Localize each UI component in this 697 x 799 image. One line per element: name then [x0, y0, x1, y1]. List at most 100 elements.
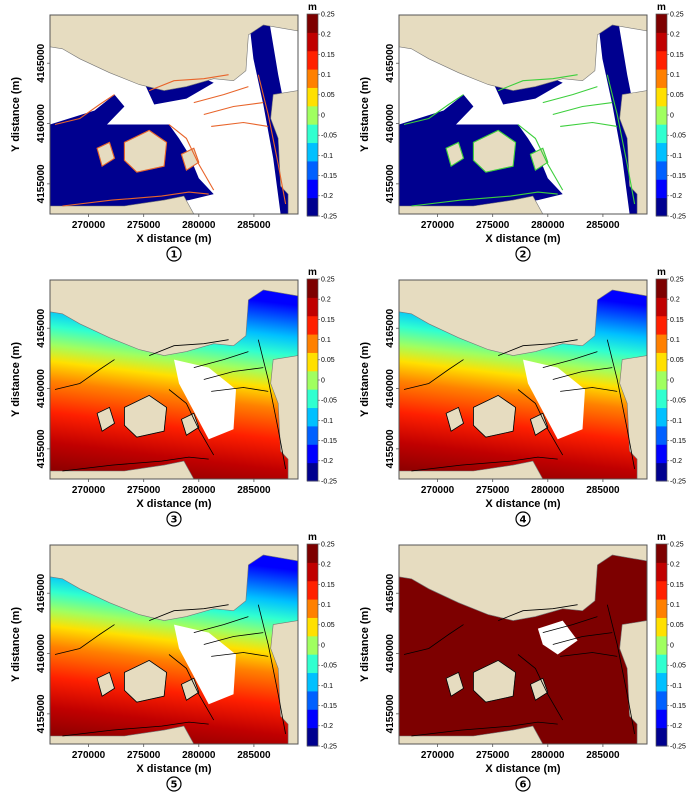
land-north	[399, 280, 647, 356]
land-south	[399, 460, 544, 479]
panel-number-circle	[515, 776, 531, 792]
colorbar-swatch	[307, 727, 318, 747]
map-svg: 270000 275000 280000 285000 4155000 4160000 41…	[10, 532, 337, 792]
plot-frame	[398, 14, 648, 215]
colorbar-swatch	[656, 599, 667, 618]
colorbar-tick-label: 0.25	[670, 11, 684, 18]
colorbar-tick-label: 0.1	[321, 602, 331, 609]
contour-line	[149, 604, 229, 621]
colorbar-swatch	[656, 654, 667, 674]
colorbar-tick-label: 0.25	[321, 276, 335, 283]
y-axis-title: Y distance (m)	[359, 77, 371, 152]
colorbar-swatch	[656, 709, 667, 729]
colorbar-tick-label: -0.05	[321, 133, 337, 140]
y-axis-title: Y distance (m)	[10, 77, 22, 152]
y-tick-label: 4155000	[36, 429, 47, 468]
x-tick-label: 275000	[476, 220, 510, 231]
colorbar-tick-label: -0.25	[670, 478, 686, 485]
colorbar-tick-label: -0.2	[321, 458, 333, 465]
colorbar-swatch	[307, 617, 318, 637]
colorbar-tick-label: 0.05	[670, 622, 684, 629]
island-outline	[124, 394, 168, 438]
colorbar-unit: m	[657, 267, 666, 278]
panel-number: 5	[171, 780, 178, 791]
land-north	[50, 280, 298, 356]
colorbar-swatch	[656, 142, 667, 162]
contour-line	[403, 624, 464, 655]
y-tick-label: 4165000	[385, 43, 396, 82]
colorbar-tick-label: -0.25	[670, 213, 686, 220]
contour-line	[606, 74, 636, 205]
y-tick-label: 4155000	[36, 164, 47, 203]
colorbar-swatch	[656, 179, 667, 199]
island-outline	[472, 129, 517, 173]
land-south	[50, 195, 195, 214]
x-tick-label: 270000	[421, 485, 455, 496]
colorbar-tick-label: 0.05	[321, 622, 335, 629]
y-tick-label: 4155000	[385, 694, 396, 733]
colorbar-tick-label: 0	[321, 377, 325, 384]
colorbar-tick-label: 0.25	[670, 541, 684, 548]
y-tick-label: 4160000	[385, 369, 396, 408]
island-outline	[180, 677, 200, 701]
contour-line	[560, 121, 618, 127]
colorbar-tick-label: 0.1	[670, 337, 680, 344]
colorbar-swatch	[307, 544, 318, 563]
colorbar-swatch	[656, 124, 667, 144]
colorbar-tick-label: 0	[670, 377, 674, 384]
x-tick-label: 285000	[586, 750, 620, 761]
colorbar-tick-label: 0.25	[321, 11, 335, 18]
colorbar-swatch	[656, 690, 667, 710]
y-tick-label: 4165000	[385, 573, 396, 612]
island-outline	[180, 412, 200, 436]
colorbar-swatch	[307, 462, 318, 482]
colorbar-tick-label: -0.15	[321, 703, 337, 710]
map-panel-5: 270000 275000 280000 285000 4155000 4160000 41…	[0, 530, 348, 796]
colorbar: m 0.25 0.2 0.15 0.1 0.05 0 -0.05 -0.1 -0.15 -0.2 -0…	[306, 2, 337, 220]
colorbar-tick-label: -0.25	[670, 743, 686, 750]
contour-line	[54, 624, 115, 655]
island-outline	[473, 394, 517, 438]
colorbar-tick-label: -0.15	[670, 438, 686, 445]
colorbar-swatch	[656, 50, 667, 70]
panel-number-circle	[515, 511, 531, 527]
y-tick-label: 4160000	[36, 634, 47, 673]
colorbar-tick-label: -0.1	[670, 153, 682, 160]
colorbar-tick-label: -0.15	[670, 703, 686, 710]
x-tick-label: 275000	[476, 750, 510, 761]
colorbar-swatch	[656, 69, 667, 88]
colorbar-swatch	[307, 69, 318, 88]
dry-shoal	[537, 620, 578, 655]
contour-line	[411, 721, 558, 737]
island-outline	[96, 406, 115, 432]
plot-area	[399, 280, 647, 479]
colorbar-swatch	[656, 315, 667, 335]
colorbar-swatch	[656, 462, 667, 482]
colorbar-unit: m	[657, 2, 666, 13]
plot-frame	[398, 544, 648, 745]
colorbar-tick-label: -0.05	[321, 663, 337, 670]
x-tick-label: 270000	[72, 220, 106, 231]
island-outline	[445, 141, 465, 168]
colorbar-tick-label: -0.1	[670, 418, 682, 425]
contour-line	[606, 604, 635, 735]
contour-line	[517, 389, 564, 456]
contour-line	[257, 74, 287, 205]
land-east	[270, 355, 298, 479]
contour-line	[517, 124, 564, 191]
x-axis-title: X distance (m)	[136, 498, 212, 510]
colorbar-swatch	[656, 334, 667, 353]
colorbar-tick-label: -0.15	[321, 173, 337, 180]
land-south	[50, 460, 195, 479]
colorbar-swatch	[656, 279, 667, 298]
contour-line	[552, 367, 613, 380]
y-axis-title: Y distance (m)	[10, 342, 22, 417]
y-tick-label: 4155000	[385, 429, 396, 468]
colorbar-swatch	[656, 727, 667, 747]
colorbar-swatch	[307, 425, 318, 445]
x-tick-label: 285000	[237, 485, 271, 496]
colorbar-tick-label: 0	[321, 642, 325, 649]
colorbar-tick-label: 0.2	[670, 32, 680, 39]
island-outline	[180, 147, 200, 172]
colorbar-swatch	[307, 352, 318, 372]
